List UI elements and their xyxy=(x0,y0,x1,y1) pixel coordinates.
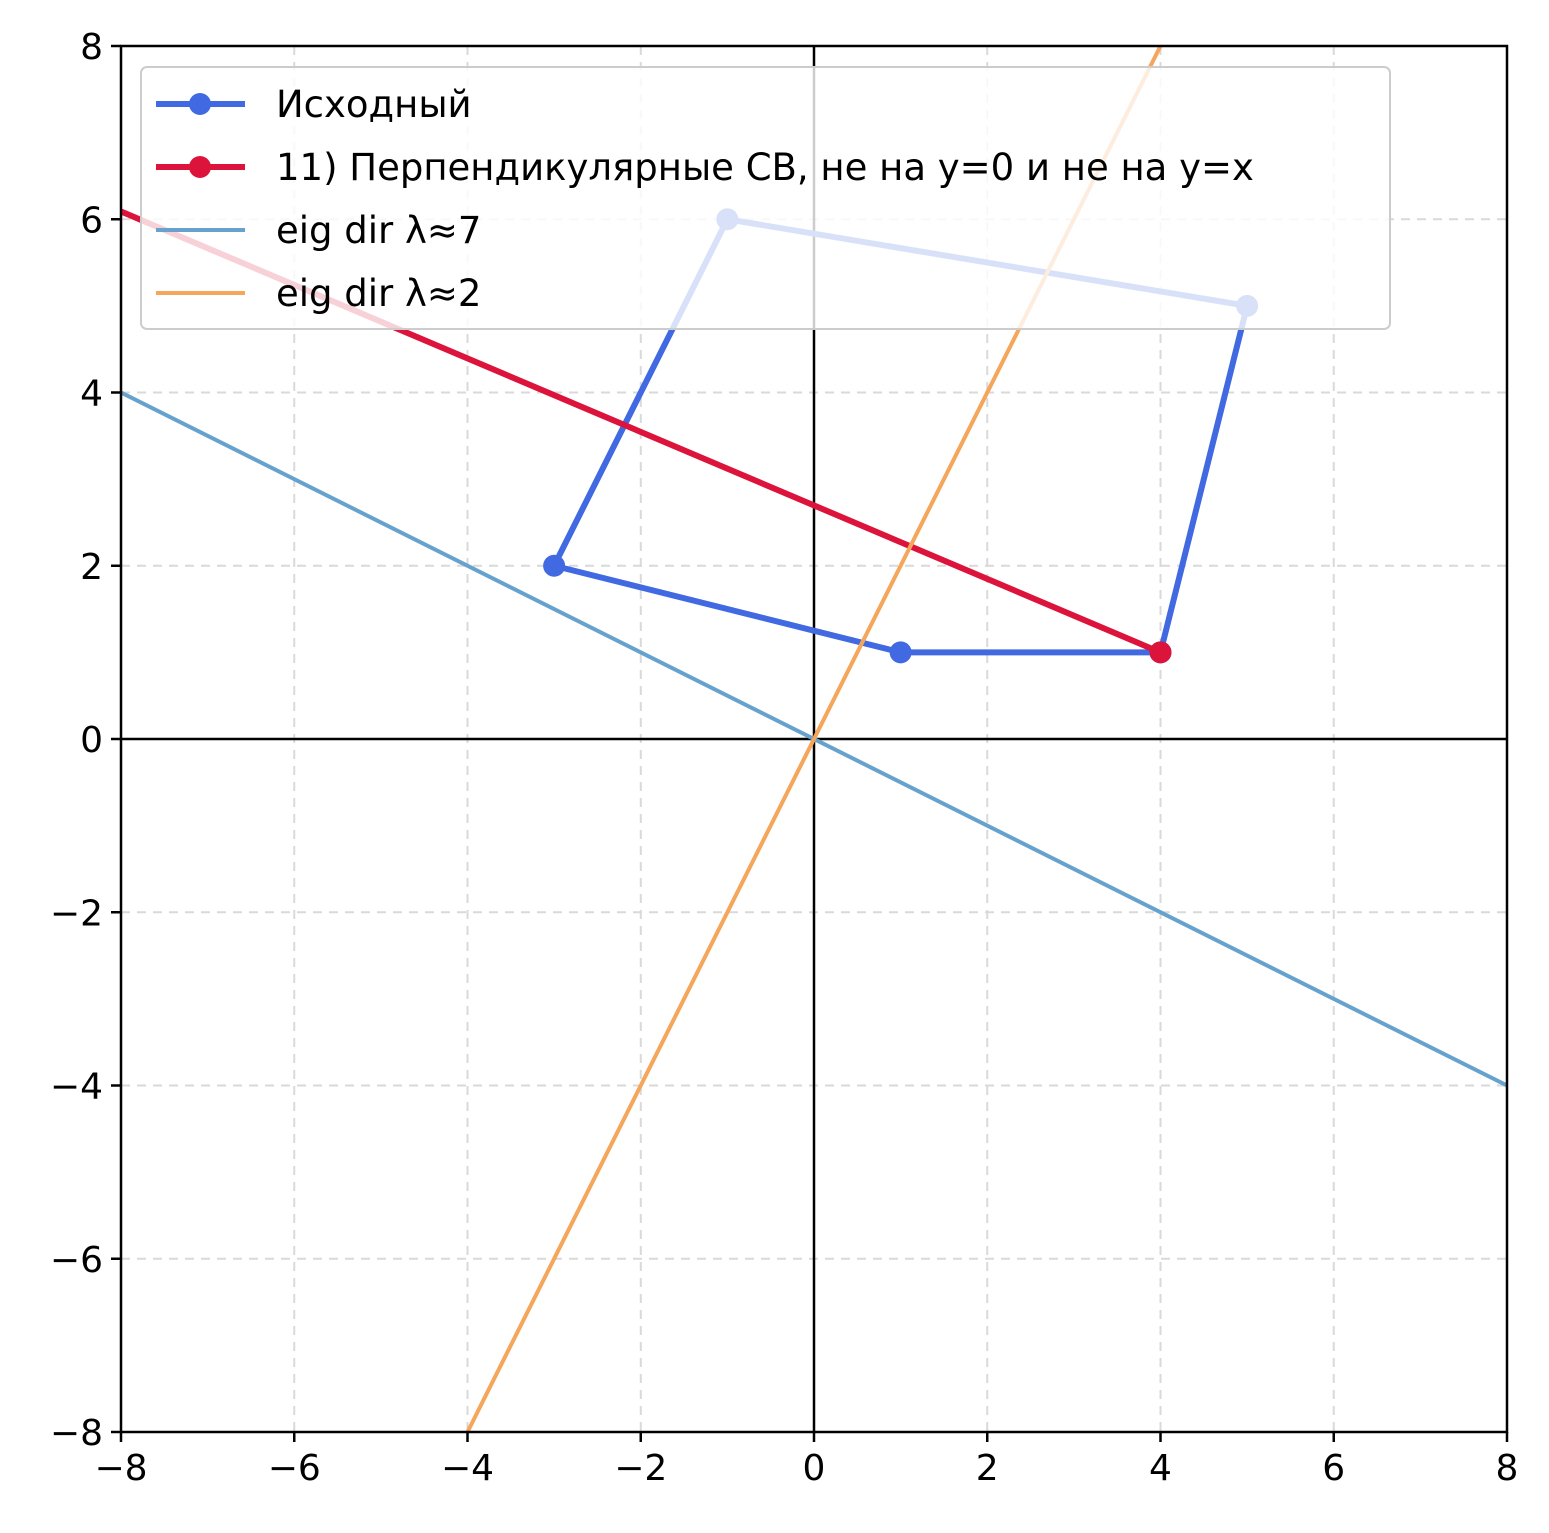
legend-label: eig dir λ≈2 xyxy=(276,272,481,315)
y-tick-label: 6 xyxy=(80,200,103,241)
legend-label: eig dir λ≈7 xyxy=(276,209,481,252)
legend-item: Исходный xyxy=(156,83,472,126)
legend-label: 11) Перпендикулярные СВ, не на y=0 и не … xyxy=(276,146,1254,189)
y-tick-label: 8 xyxy=(80,27,103,68)
x-tick-label: 4 xyxy=(1149,1448,1172,1489)
y-tick-label: −8 xyxy=(50,1413,103,1454)
y-tick-label: −4 xyxy=(50,1067,103,1108)
x-tick-label: −2 xyxy=(614,1448,667,1489)
legend-label: Исходный xyxy=(276,83,472,126)
y-tick-label: 4 xyxy=(80,374,103,415)
legend-box xyxy=(140,66,1391,330)
y-tick-label: −2 xyxy=(50,893,103,934)
y-tick-label: 2 xyxy=(80,547,103,588)
ticks: −8 −6 −4 −2 0 2 4 6 8 −8 −6 −4 −2 0 2 4 6 8 xyxy=(50,27,1519,1489)
y-tick-label: 0 xyxy=(80,720,103,761)
x-tick-label: −4 xyxy=(441,1448,494,1489)
legend-item: 11) Перпендикулярные СВ, не на y=0 и не … xyxy=(156,146,1254,189)
data-point xyxy=(889,641,912,664)
legend-item: eig dir λ≈7 xyxy=(156,209,481,252)
legend-marker xyxy=(189,93,211,115)
legend-marker xyxy=(189,156,211,178)
data-point xyxy=(1149,641,1172,664)
x-tick-label: 2 xyxy=(976,1448,999,1489)
legend-item: eig dir λ≈2 xyxy=(156,272,481,315)
x-tick-label: 0 xyxy=(803,1448,826,1489)
x-tick-label: −8 xyxy=(94,1448,147,1489)
x-tick-label: −6 xyxy=(268,1448,321,1489)
y-tick-label: −6 xyxy=(50,1240,103,1281)
x-tick-label: 8 xyxy=(1496,1448,1519,1489)
legend: Исходный 11) Перпендикулярные СВ, не на y… xyxy=(140,66,1391,330)
data-point xyxy=(543,554,566,577)
x-tick-label: 6 xyxy=(1322,1448,1345,1489)
